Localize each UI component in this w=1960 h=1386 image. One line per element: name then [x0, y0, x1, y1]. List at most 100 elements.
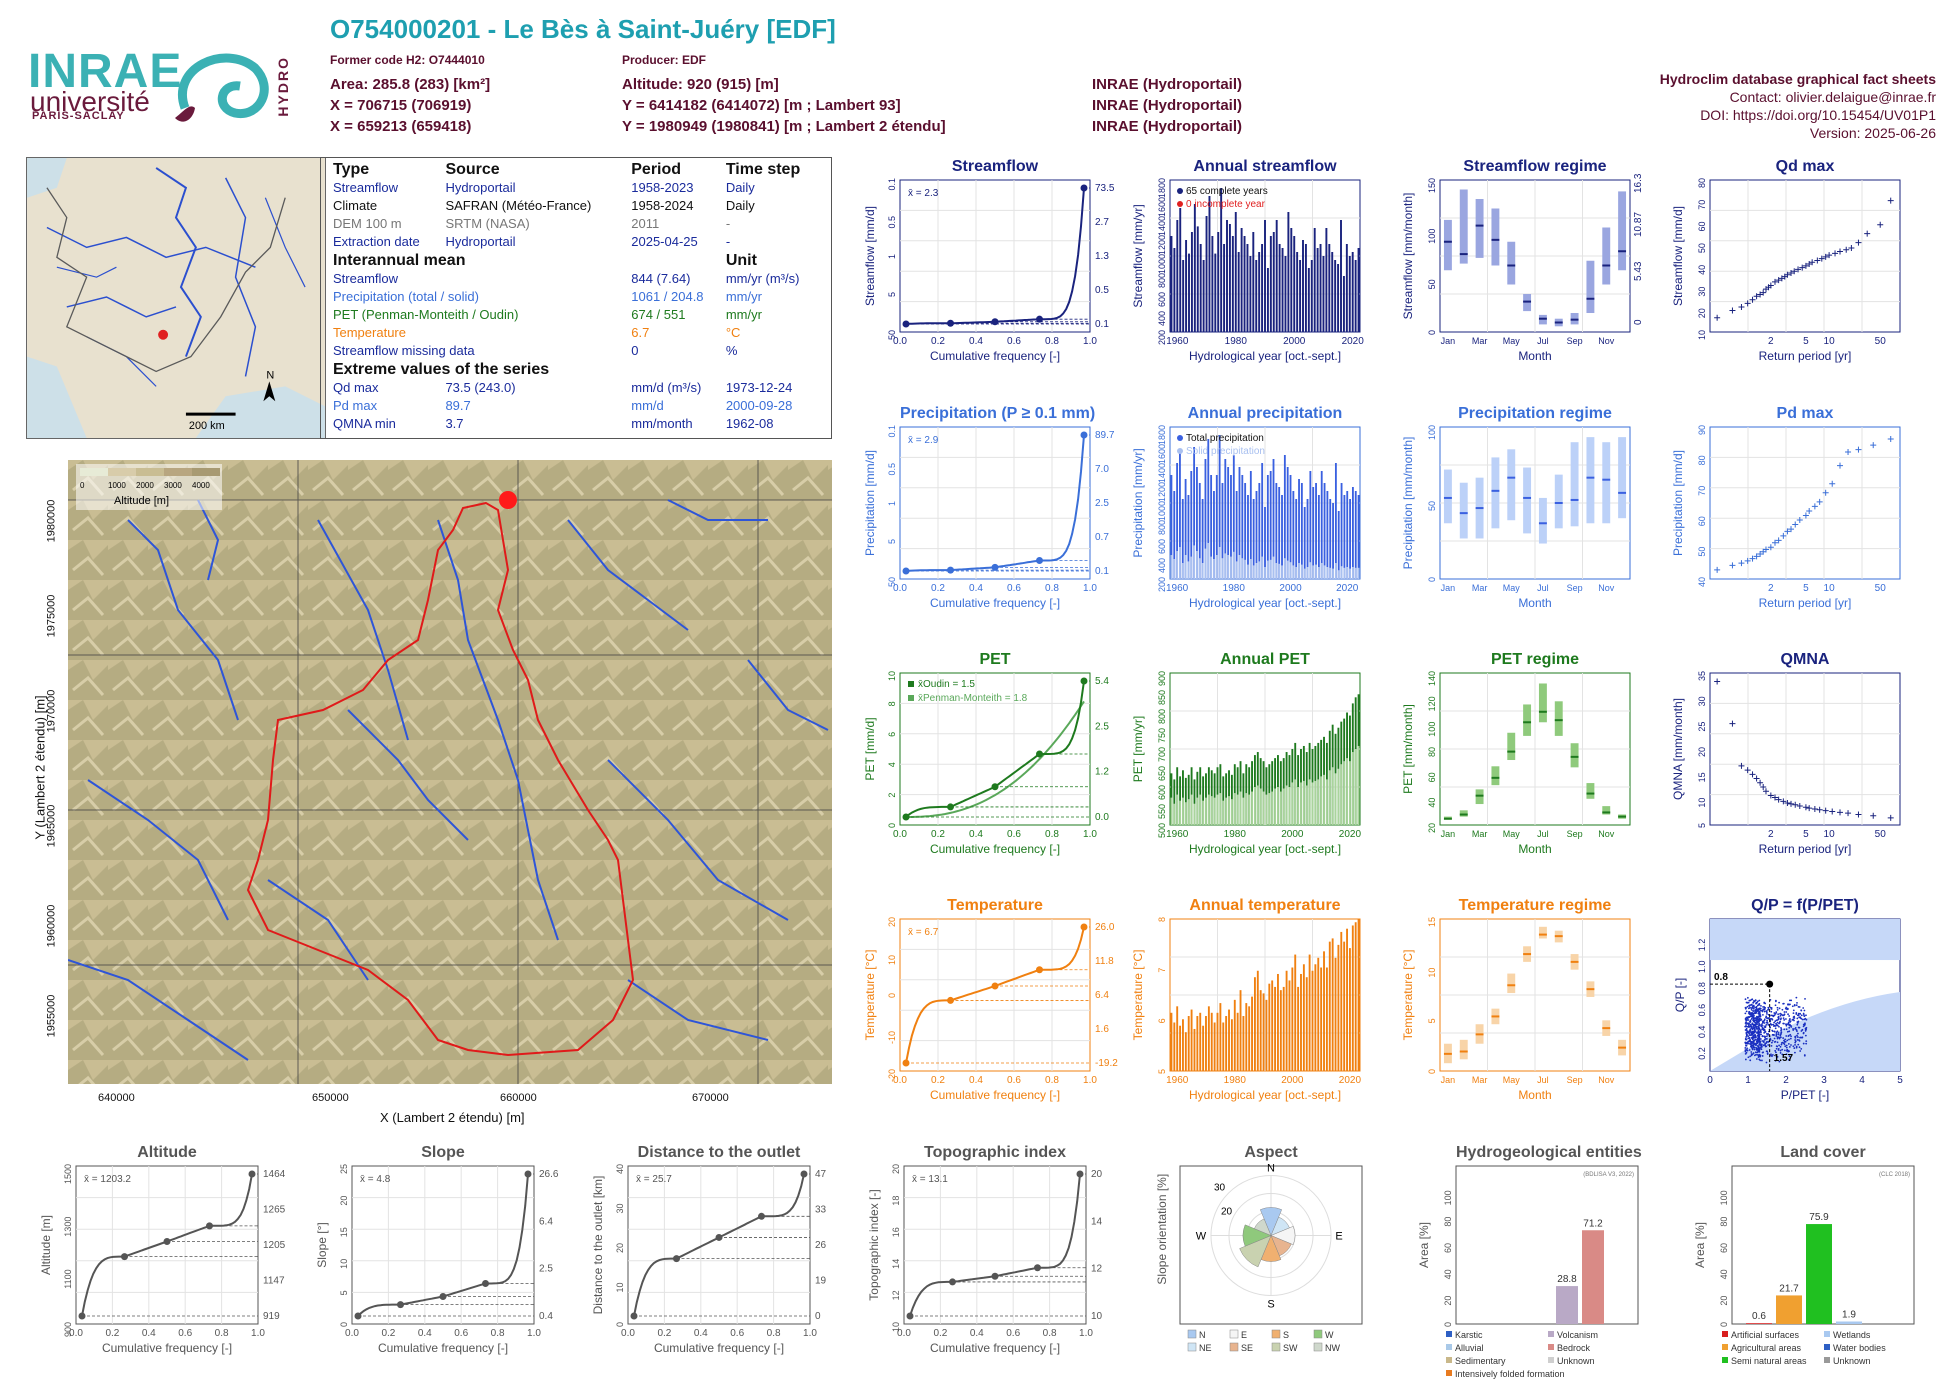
former-code: Former code H2: O7444010: [330, 53, 485, 67]
info-cell: SRTM (NASA): [445, 216, 530, 231]
data-point: [1753, 1036, 1756, 1039]
data-point: [1777, 1013, 1780, 1016]
mean-label: x̄ = 1203.2: [84, 1174, 131, 1185]
bar: [1182, 260, 1185, 332]
aspect-slice: [1259, 1207, 1283, 1237]
right-tick-label: 10.87: [1633, 212, 1644, 237]
bar: [1198, 483, 1201, 579]
bar-oudin: [1308, 779, 1311, 825]
month-label: Sep: [1567, 336, 1583, 346]
slope-plot: 26.6 6.4 2.5 0.4 0 5 10 15 20 25 0.0 0.2 0.4 0.6 0.8 1.…: [315, 1164, 559, 1355]
info-cell: Daily: [725, 180, 755, 195]
x-axis-label: Hydrological year [oct.-sept.]: [1189, 349, 1341, 363]
right-tick-label: 0.5: [1095, 285, 1109, 296]
month-label: Jan: [1441, 583, 1456, 593]
legend-swatch: [1446, 1357, 1452, 1363]
month-box: [1523, 704, 1532, 736]
bar: [1348, 948, 1351, 1071]
data-point: [1804, 1034, 1807, 1037]
db-title: Hydroclim database graphical fact sheets: [1659, 71, 1936, 87]
info-cell: Hydroportail: [445, 234, 516, 249]
data-point: [1792, 1012, 1795, 1015]
data-point: [1754, 1009, 1757, 1012]
data-point: [1788, 1023, 1791, 1026]
x-tick-label: 2: [1768, 583, 1774, 594]
y-tick-label: 10: [615, 1283, 625, 1293]
bar-oudin: [1311, 782, 1314, 825]
qd_max-title: Qd max: [1775, 158, 1835, 175]
x-tick-label: 0.8: [215, 1328, 229, 1339]
bar-oudin: [1302, 780, 1305, 825]
bar: [1307, 268, 1310, 332]
solid-bar: [1354, 567, 1357, 579]
right-tick-label: 0: [815, 1311, 821, 1322]
data-point: [1804, 1017, 1807, 1020]
right-tick-label: 2.5: [1095, 721, 1109, 732]
y-tick-label: 20: [1443, 1296, 1453, 1306]
solid-bar: [1196, 551, 1198, 579]
bar: [1278, 244, 1281, 332]
data-point: [1763, 1006, 1766, 1008]
bar: [1329, 499, 1332, 579]
data-point: [1779, 1052, 1782, 1054]
data-point: [1775, 1024, 1778, 1026]
y-tick-label: 80: [1443, 1217, 1453, 1227]
data-point: [1783, 1013, 1786, 1016]
bar-oudin: [1213, 797, 1216, 825]
legend-marker: [1177, 201, 1183, 207]
aspect-slice: [1270, 1226, 1296, 1246]
y-tick-label: 1000: [1157, 501, 1167, 521]
month-label: Sep: [1567, 583, 1583, 593]
data-point: [1795, 266, 1802, 273]
data-point: [1751, 1027, 1754, 1030]
data-point: [1787, 1013, 1789, 1016]
data-point: [1770, 1053, 1772, 1056]
y-tick-label: 80: [1697, 455, 1707, 465]
data-point: [1786, 1030, 1789, 1033]
data-point: [1766, 1013, 1768, 1015]
legend-swatch: [1229, 1329, 1239, 1339]
data-point: [1800, 1017, 1803, 1020]
y-tick-label: 1.2: [1697, 939, 1707, 952]
data-point: [1797, 1014, 1800, 1017]
data-point: [1799, 264, 1806, 271]
bar-oudin: [1331, 767, 1334, 825]
data-point: [1746, 1033, 1748, 1036]
contact[interactable]: Contact: olivier.delaigue@inrae.fr: [1729, 89, 1936, 105]
bar: [1300, 483, 1303, 579]
temp_cdf-chart: 26.0 11.8 6.4 1.6 -19.2 -20 -10 0 10 20 0.0 0.2 0.4 0…: [863, 917, 1118, 1102]
y-tick-label: 0.6: [1697, 1004, 1707, 1017]
bar: [1242, 1016, 1245, 1071]
data-point: [1749, 296, 1756, 303]
catchment-boundary: [246, 501, 635, 1057]
data-point: [1757, 779, 1764, 786]
bar: [1207, 1006, 1210, 1071]
doi[interactable]: DOI: https://doi.org/10.15454/UV01P1: [1700, 107, 1936, 123]
map-xtick: 640000: [98, 1092, 135, 1104]
altitude-title: Altitude: [137, 1144, 197, 1161]
data-point: [1750, 1023, 1752, 1026]
data-point: [1746, 1031, 1749, 1034]
x-axis-label: Hydrological year [oct.-sept.]: [1189, 1088, 1341, 1102]
bar: [1210, 1012, 1213, 1071]
x-tick-label: 0.4: [969, 336, 983, 347]
bar: [1196, 467, 1198, 579]
data-point: [1785, 1006, 1788, 1009]
y-tick-label: 60: [1427, 772, 1437, 782]
solid-bar: [1323, 565, 1326, 579]
info-cell: 674 / 551: [631, 307, 686, 322]
data-point: [1767, 1044, 1770, 1046]
solid-bar: [1179, 547, 1181, 579]
col-type: Type: [333, 161, 370, 178]
data-point: [1729, 307, 1736, 314]
data-point: [1754, 1038, 1757, 1041]
legend-label: Sedimentary: [1455, 1356, 1506, 1366]
data-point: [1758, 1023, 1761, 1026]
upper-region: [1710, 919, 1900, 961]
x-tick-label: 0.8: [767, 1328, 781, 1339]
right-tick-label: 6.4: [539, 1216, 553, 1227]
universite-logo: université: [30, 86, 150, 117]
month-box: [1586, 437, 1595, 524]
data-point: [1754, 1034, 1756, 1037]
data-point: [1756, 1000, 1759, 1003]
